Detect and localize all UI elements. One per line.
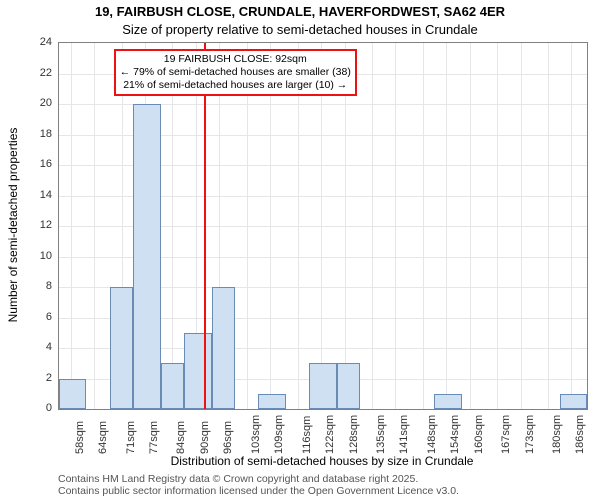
y-tick: 0 xyxy=(12,402,52,414)
x-tick: 122sqm xyxy=(324,415,336,454)
bar xyxy=(59,379,86,410)
x-tick: 77sqm xyxy=(148,421,160,454)
grid-v xyxy=(71,43,72,409)
y-tick: 4 xyxy=(12,341,52,353)
x-tick: 71sqm xyxy=(125,421,137,454)
annotation-box: 19 FAIRBUSH CLOSE: 92sqm← 79% of semi-de… xyxy=(114,49,357,96)
x-axis-label: Distribution of semi-detached houses by … xyxy=(58,454,586,468)
y-tick: 16 xyxy=(12,158,52,170)
plot-area: 19 FAIRBUSH CLOSE: 92sqm← 79% of semi-de… xyxy=(58,42,586,408)
y-tick: 24 xyxy=(12,36,52,48)
chart-title-line2: Size of property relative to semi-detach… xyxy=(0,22,600,37)
y-tick: 2 xyxy=(12,372,52,384)
y-tick: 6 xyxy=(12,311,52,323)
bar xyxy=(110,287,133,409)
reference-line xyxy=(204,43,206,409)
bar xyxy=(309,363,336,409)
x-tick: 173sqm xyxy=(524,415,536,454)
bar xyxy=(161,363,184,409)
y-tick: 20 xyxy=(12,97,52,109)
grid-v xyxy=(395,43,396,409)
x-tick: 128sqm xyxy=(348,415,360,454)
x-tick: 90sqm xyxy=(199,421,211,454)
grid-v xyxy=(247,43,248,409)
y-tick: 10 xyxy=(12,250,52,262)
grid-v xyxy=(298,43,299,409)
x-tick: 180sqm xyxy=(551,415,563,454)
grid-v xyxy=(345,43,346,409)
grid-v xyxy=(571,43,572,409)
y-tick: 22 xyxy=(12,67,52,79)
x-tick: 160sqm xyxy=(473,415,485,454)
y-tick: 12 xyxy=(12,219,52,231)
bar xyxy=(258,394,285,409)
grid-v xyxy=(470,43,471,409)
x-tick: 84sqm xyxy=(175,421,187,454)
x-tick: 64sqm xyxy=(97,421,109,454)
x-tick: 141sqm xyxy=(398,415,410,454)
attribution-line2: Contains public sector information licen… xyxy=(58,485,592,498)
grid-v xyxy=(372,43,373,409)
attribution: Contains HM Land Registry data © Crown c… xyxy=(58,473,592,498)
bar xyxy=(212,287,235,409)
x-tick: 154sqm xyxy=(449,415,461,454)
bar xyxy=(133,104,160,409)
grid-v xyxy=(172,43,173,409)
grid-v xyxy=(497,43,498,409)
x-tick: 103sqm xyxy=(250,415,262,454)
x-tick: 148sqm xyxy=(426,415,438,454)
x-tick: 58sqm xyxy=(74,421,86,454)
bar xyxy=(434,394,461,409)
y-tick: 18 xyxy=(12,128,52,140)
grid-v xyxy=(423,43,424,409)
plot-box: 19 FAIRBUSH CLOSE: 92sqm← 79% of semi-de… xyxy=(58,42,588,410)
y-tick: 8 xyxy=(12,280,52,292)
annotation-line: 21% of semi-detached houses are larger (… xyxy=(120,79,351,92)
grid-v xyxy=(270,43,271,409)
x-tick: 167sqm xyxy=(500,415,512,454)
x-tick: 96sqm xyxy=(222,421,234,454)
x-tick: 116sqm xyxy=(301,416,313,454)
bar xyxy=(184,333,211,409)
annotation-line: ← 79% of semi-detached houses are smalle… xyxy=(120,66,351,79)
grid-v xyxy=(94,43,95,409)
grid-v xyxy=(548,43,549,409)
figure: 19, FAIRBUSH CLOSE, CRUNDALE, HAVERFORDW… xyxy=(0,0,600,500)
x-tick: 135sqm xyxy=(375,415,387,454)
bar xyxy=(337,363,360,409)
grid-v xyxy=(321,43,322,409)
bar xyxy=(560,394,587,409)
chart-title-line1: 19, FAIRBUSH CLOSE, CRUNDALE, HAVERFORDW… xyxy=(0,4,600,19)
annotation-line: 19 FAIRBUSH CLOSE: 92sqm xyxy=(120,53,351,66)
x-tick: 109sqm xyxy=(273,415,285,454)
grid-v xyxy=(446,43,447,409)
grid-v xyxy=(521,43,522,409)
attribution-line1: Contains HM Land Registry data © Crown c… xyxy=(58,473,592,486)
y-tick: 14 xyxy=(12,189,52,201)
x-tick: 186sqm xyxy=(574,415,586,454)
